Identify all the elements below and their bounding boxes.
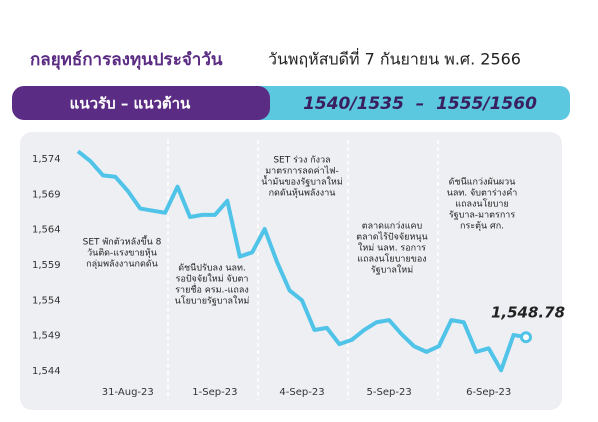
annotation: ตลาดแกว่งแคบ [362,222,423,232]
annotation: กดดันหุ้นพลังงาน [269,188,336,199]
annotation: ดัชนีปรับลง นลท. [178,263,246,274]
annotation: นลท. จับตาร่างคำ [447,188,518,199]
title: กลยุทธ์การลงทุนประจำวัน [30,49,223,70]
x-tick-label: 6-Sep-23 [466,387,511,398]
band-label-pill [12,86,270,120]
plot-panel [20,132,562,410]
x-tick-label: 4-Sep-23 [279,387,324,398]
x-tick-label: 1-Sep-23 [192,387,237,398]
y-tick-label: 1,574 [32,154,61,165]
annotation: SET ร่วง กังวล [273,156,330,166]
y-tick-label: 1,544 [32,366,61,377]
annotation: SET พักตัวหลังขึ้น 8 [83,235,162,248]
subtitle: วันพฤหัสบดีที่ 7 กันยายน พ.ศ. 2566 [268,48,521,69]
y-tick-label: 1,554 [32,295,61,306]
annotation: แถลงนโยบายของ [357,254,426,265]
annotation: ตลาดไร้ปัจจัยหนุน [356,232,427,243]
annotation: รัฐบาลใหม่ [371,265,413,276]
band-value: 1540/1535 – 1555/1560 [303,94,537,114]
annotation: แถลงนโยบาย [455,199,508,210]
last-point [520,331,532,344]
annotation: วันติด-แรงขายหุ้น [87,248,157,259]
y-tick-label: 1,564 [32,225,61,236]
y-tick-label: 1,559 [32,260,61,271]
annotation: มาตรการลดค่าไฟ- [265,166,339,177]
annotation: รอปัจจัยใหม่ จับตา [176,274,249,285]
series-line [76,149,527,373]
annotation: น้ำมันของรัฐบาลใหม่ [261,175,343,188]
annotation: รายชื่อ ครม.-แถลง [175,283,249,296]
annotation: นโยบายรัฐบาลใหม่ [175,296,250,307]
y-tick-label: 1,549 [32,331,61,342]
x-tick-label: 31-Aug-23 [102,387,154,398]
annotation: กระตุ้น ศก. [460,221,504,232]
band-label: แนวรับ – แนวต้าน [70,95,191,113]
x-tick-label: 5-Sep-23 [367,387,412,398]
annotation: ดัชนีแกว่งผันผวน [449,177,516,188]
annotation: รัฐบาล-มาตรการ [449,211,515,221]
y-tick-label: 1,569 [32,189,61,200]
annotation: กลุ่มพลังงานกดดัน [86,260,158,270]
annotation: ใหม่ นลท. รอการ [358,243,426,254]
value-label: 1,548.78 [491,304,565,322]
